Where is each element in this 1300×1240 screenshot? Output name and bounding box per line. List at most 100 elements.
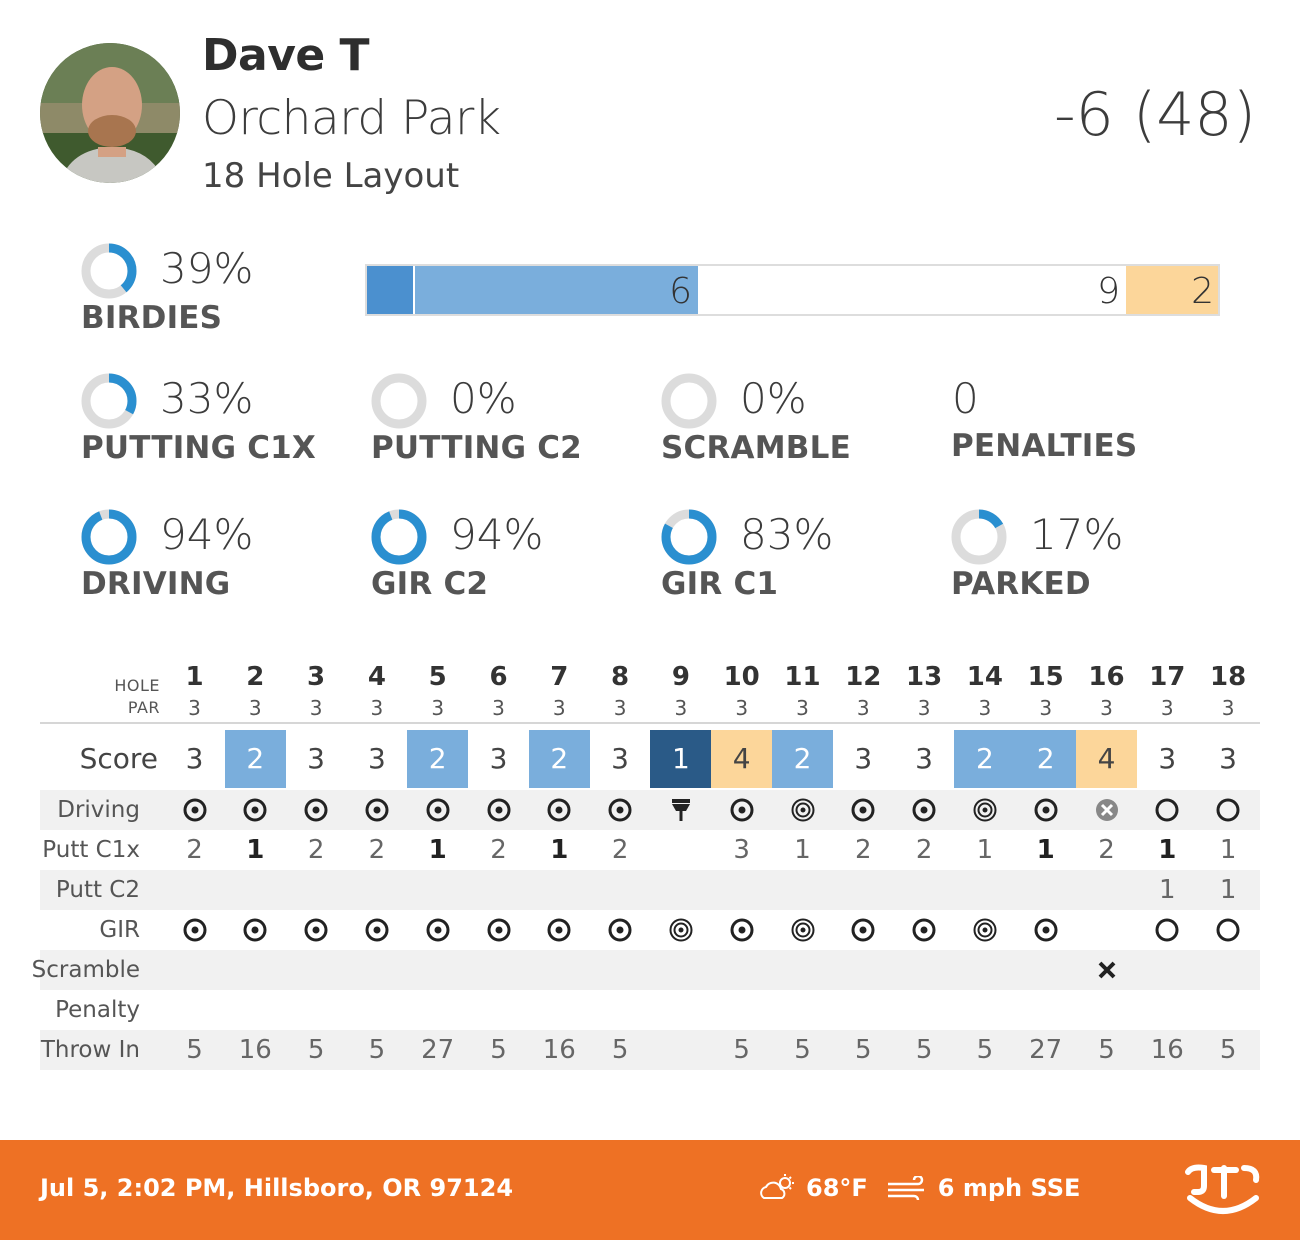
hole-number: 8 bbox=[611, 662, 630, 692]
putt-c1x-value: 2 bbox=[611, 835, 629, 865]
putt-c1x-value: 1 bbox=[1158, 835, 1177, 865]
throw-in-distance: 5 bbox=[368, 1035, 386, 1065]
putt-c2-row: Putt C2 1 1 bbox=[40, 870, 1260, 910]
throw-in-distance: 5 bbox=[1219, 1035, 1237, 1065]
course-name: Orchard Park bbox=[202, 91, 501, 146]
fairway-hit-icon bbox=[286, 790, 347, 830]
hole-number: 15 bbox=[1027, 662, 1064, 692]
hole-header-label: HOLE bbox=[114, 676, 160, 695]
gir-c1-label: GIR C1 bbox=[661, 566, 779, 602]
hole-score: 4 bbox=[1076, 730, 1137, 788]
hole-par: 3 bbox=[1221, 696, 1235, 720]
parked-target-icon bbox=[954, 790, 1015, 830]
putting-c2-label: PUTTING C2 bbox=[371, 430, 582, 466]
parked-target-icon bbox=[650, 910, 711, 950]
hole-score: 2 bbox=[407, 730, 469, 788]
driving-percent: 94% bbox=[160, 510, 254, 559]
putt-c1x-row: Putt C1x 2 1 2 2 1 2 1 2 3 1 2 2 1 1 2 1 1 bbox=[40, 830, 1260, 870]
out-of-bounds-icon bbox=[1076, 790, 1137, 830]
hole-score: 3 bbox=[1158, 742, 1177, 775]
putt-c1x-value: 2 bbox=[307, 835, 325, 865]
parked-percent: 17% bbox=[1030, 510, 1124, 559]
putt-c1x-value: 1 bbox=[1219, 835, 1237, 865]
player-avatar bbox=[40, 43, 180, 183]
throw-in-distance: 16 bbox=[1150, 1035, 1184, 1065]
hole-score: 2 bbox=[224, 730, 286, 788]
fairway-hit-icon bbox=[711, 790, 772, 830]
target-hit-icon bbox=[407, 910, 468, 950]
scorecard-header: HOLE PAR 1 3 2 3 3 3 4 3 5 3 6 3 7 3 8 3 9 3 10 3 11 3 12 3 13 3 1… bbox=[40, 662, 1260, 724]
putt-c2-value: 1 bbox=[1159, 875, 1176, 905]
putt-c1x-value: 2 bbox=[915, 835, 933, 865]
throw-in-distance: 5 bbox=[186, 1035, 203, 1065]
hole-par: 3 bbox=[613, 696, 627, 720]
target-hit-icon bbox=[529, 910, 590, 950]
putt-c1x-value: 2 bbox=[490, 835, 507, 865]
hole-score: 3 bbox=[185, 742, 204, 775]
target-hit-icon bbox=[833, 910, 894, 950]
hole-score: 1 bbox=[650, 730, 712, 788]
gir-row-label: GIR bbox=[99, 917, 140, 943]
putt-c1x-value: 2 bbox=[1098, 835, 1115, 865]
throw-in-distance: 5 bbox=[855, 1035, 872, 1065]
penalty-row: Penalty bbox=[40, 990, 1260, 1030]
hole-par: 3 bbox=[188, 696, 201, 720]
hole-number: 2 bbox=[246, 662, 265, 692]
putt-c2-value: 1 bbox=[1219, 875, 1237, 905]
hole-score: 3 bbox=[854, 742, 873, 775]
temperature: 68°F bbox=[806, 1174, 868, 1202]
fairway-hit-icon bbox=[590, 790, 651, 830]
hole-par: 3 bbox=[309, 696, 323, 720]
layout-name: 18 Hole Layout bbox=[202, 156, 460, 196]
birdie-segment: 6 bbox=[415, 266, 698, 314]
hole-number: 1 bbox=[185, 662, 204, 692]
throw-in-distance: 16 bbox=[238, 1035, 272, 1065]
missed-circle-icon bbox=[1137, 790, 1198, 830]
target-hit-icon bbox=[590, 910, 651, 950]
target-hit-icon bbox=[164, 910, 225, 950]
missed-circle-icon bbox=[1198, 790, 1259, 830]
hole-number: 11 bbox=[784, 662, 821, 692]
putt-c1x-value: 1 bbox=[550, 835, 569, 865]
putt-c1x-value: 1 bbox=[794, 835, 811, 865]
player-name: Dave T bbox=[202, 30, 370, 81]
gir-c2-label: GIR C2 bbox=[371, 566, 489, 602]
throw-in-distance: 5 bbox=[733, 1035, 750, 1065]
driving-ring-icon bbox=[81, 509, 137, 565]
putting-c2-ring-icon bbox=[371, 373, 427, 429]
basket-ace-icon bbox=[650, 790, 711, 830]
scramble-percent: 0% bbox=[740, 374, 807, 423]
hole-number: 10 bbox=[723, 662, 760, 692]
putting-c1x-label: PUTTING C1X bbox=[81, 430, 317, 466]
round-date-location: Jul 5, 2:02 PM, Hillsboro, OR 97124 bbox=[40, 1174, 514, 1202]
hole-par: 3 bbox=[248, 696, 262, 720]
parked-target-icon bbox=[772, 910, 833, 950]
putt-c1x-value: 1 bbox=[246, 835, 265, 865]
hole-par: 3 bbox=[492, 696, 505, 720]
hole-score: 2 bbox=[954, 730, 1016, 788]
hole-par: 3 bbox=[1039, 696, 1053, 720]
fairway-hit-icon bbox=[529, 790, 590, 830]
weather-info: 68°F 6 mph SSE bbox=[758, 1174, 1080, 1202]
hole-score: 3 bbox=[367, 742, 386, 775]
putting-c2-percent: 0% bbox=[450, 374, 517, 423]
hole-number: 13 bbox=[906, 662, 943, 692]
putt-c1x-row-label: Putt C1x bbox=[42, 837, 140, 863]
hole-score: 2 bbox=[528, 730, 590, 788]
hole-score: 2 bbox=[1015, 730, 1077, 788]
scramble-row-label: Scramble bbox=[31, 957, 140, 983]
gir-row: GIR bbox=[40, 910, 1260, 950]
hole-par: 3 bbox=[796, 696, 809, 720]
fairway-hit-icon bbox=[468, 790, 529, 830]
putt-c1x-value: 2 bbox=[368, 835, 386, 865]
gir-c1-percent: 83% bbox=[740, 510, 834, 559]
par-segment: 9 bbox=[698, 266, 1126, 314]
throw-in-distance: 5 bbox=[794, 1035, 811, 1065]
penalties-label: PENALTIES bbox=[951, 428, 1138, 464]
hole-score: 3 bbox=[915, 742, 933, 775]
hole-par: 3 bbox=[1160, 696, 1174, 720]
throw-in-distance: 5 bbox=[976, 1035, 994, 1065]
throw-in-distance: 5 bbox=[1098, 1035, 1115, 1065]
partly-cloudy-icon bbox=[760, 1174, 794, 1199]
